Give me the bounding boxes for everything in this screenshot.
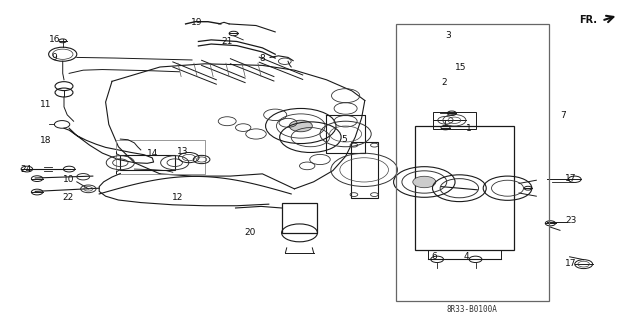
Text: 1: 1 — [466, 124, 471, 133]
Text: 12: 12 — [172, 193, 184, 202]
Text: 17: 17 — [565, 259, 577, 268]
Text: 9: 9 — [52, 53, 57, 62]
Bar — [351, 142, 378, 198]
Text: 14: 14 — [147, 149, 158, 158]
Bar — [120, 155, 175, 170]
Text: 5: 5 — [342, 135, 347, 144]
Text: 7: 7 — [561, 111, 566, 120]
Text: 18: 18 — [40, 137, 52, 145]
Text: FR.: FR. — [579, 15, 597, 25]
Circle shape — [413, 176, 436, 188]
Text: 20: 20 — [244, 228, 255, 237]
Bar — [433, 112, 476, 129]
Text: 2: 2 — [442, 78, 447, 87]
Text: 17: 17 — [565, 174, 577, 183]
Circle shape — [289, 120, 312, 132]
Bar — [396, 24, 549, 301]
Bar — [282, 203, 317, 233]
Text: 13: 13 — [177, 147, 188, 156]
Text: 8: 8 — [260, 54, 265, 63]
Text: 16: 16 — [49, 35, 60, 44]
Text: 10: 10 — [63, 175, 74, 184]
Text: 4: 4 — [463, 252, 468, 261]
Text: 21: 21 — [221, 37, 233, 46]
Text: 19: 19 — [191, 18, 203, 27]
Text: 8R33-B0100A: 8R33-B0100A — [447, 305, 498, 314]
Bar — [415, 126, 514, 250]
Text: 3: 3 — [445, 31, 451, 40]
Text: 22: 22 — [63, 193, 74, 202]
Text: 11: 11 — [40, 100, 52, 109]
Text: 15: 15 — [455, 63, 467, 72]
Text: 6: 6 — [431, 252, 436, 261]
Text: 24: 24 — [20, 165, 31, 174]
Text: 23: 23 — [565, 216, 577, 225]
